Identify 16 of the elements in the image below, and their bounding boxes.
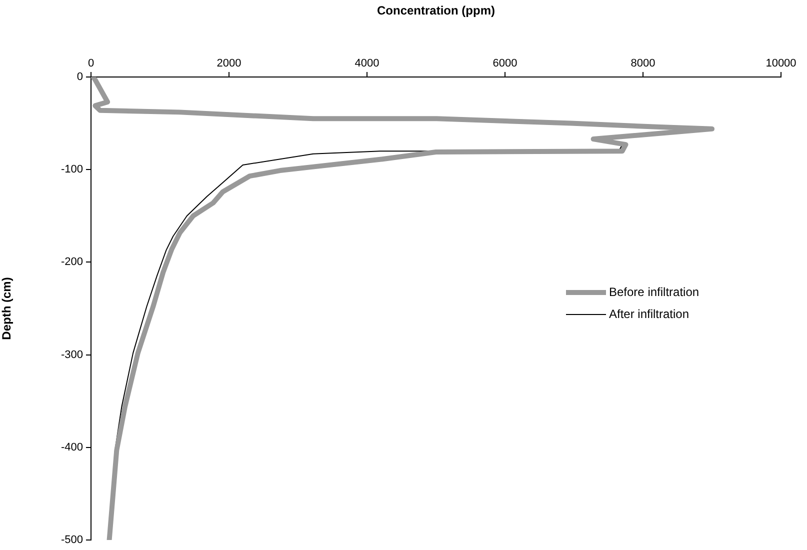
legend-label: Before infiltration — [609, 284, 700, 299]
y-tick-label: -500 — [60, 534, 83, 546]
y-tick-label: 0 — [76, 71, 83, 84]
y-tick-label: -200 — [60, 256, 83, 268]
y-tick-label: -400 — [60, 441, 83, 454]
x-tick-label: 0 — [88, 57, 94, 70]
y-axis-title: Depth (cm) — [0, 277, 14, 340]
x-tick-label: 8000 — [630, 57, 656, 70]
y-tick-label: -100 — [60, 164, 83, 176]
x-tick-label: 10000 — [766, 57, 796, 70]
y-tick-label: -300 — [60, 348, 83, 361]
x-tick-label: 4000 — [354, 57, 380, 70]
legend-label: After infiltration — [609, 306, 690, 321]
x-tick-label: 6000 — [492, 57, 518, 70]
x-tick-label: 2000 — [216, 57, 242, 70]
x-axis-title: Concentration (ppm) — [377, 4, 495, 18]
